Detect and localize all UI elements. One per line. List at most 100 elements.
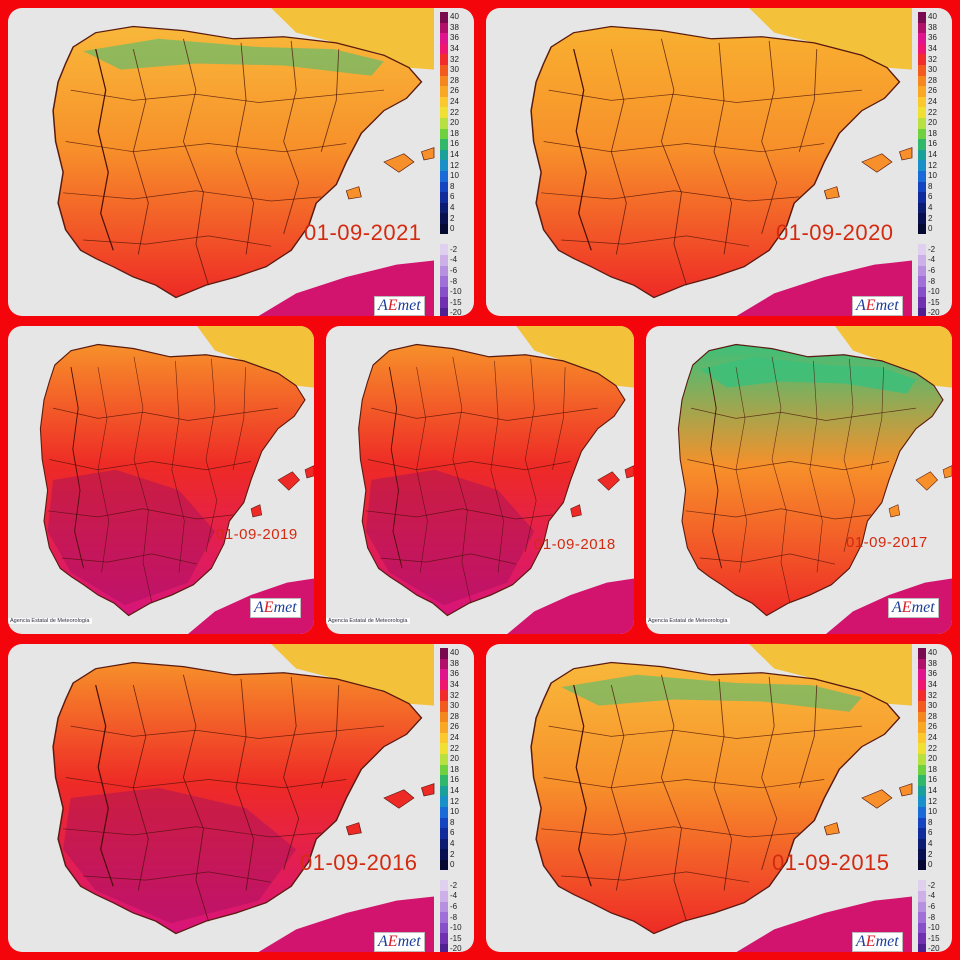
legend-label: 36 [450,669,459,679]
legend-label: 18 [928,128,937,138]
legend-label: 16 [450,139,459,149]
map-canvas [52,644,435,952]
france-region [271,8,434,70]
legend-label: 2 [450,213,455,223]
legend-label: 14 [928,786,937,796]
legend-label: 28 [450,75,459,85]
legend-label: -6 [928,265,936,275]
date-label: 01-09-2020 [776,220,894,245]
legend-label: 4 [928,838,933,848]
legend-label: -10 [450,287,462,297]
legend-label: 40 [928,648,937,658]
balearic-islands [823,147,913,200]
legend-label: 20 [928,754,937,764]
legend-label: 40 [450,12,459,22]
legend-label: 16 [928,775,937,785]
agency-caption: Agencia Estatal de Meteorología [326,618,410,624]
legend-label: -10 [450,923,462,933]
map-panel-2018: 01-09-2018 Agencia Estatal de Meteorologí… [326,326,634,634]
legend-label: -20 [450,944,462,952]
france-region [749,8,912,70]
legend-label: 38 [928,22,937,32]
legend-label: 22 [450,107,459,117]
legend-label: 38 [928,658,937,668]
temperature-legend: 40 38 36 34 32 30 28 26 24 22 20 18 16 14 12 10 8 6 4 2 0 -2-… [918,12,948,316]
legend-label: 22 [928,743,937,753]
legend-label: 26 [928,86,937,96]
map-panel-2015: 40 38 36 34 32 30 28 26 24 22 20 18 16 14 12 10 8 6 4 2 0 -2-… [486,644,952,952]
legend-label: 6 [928,192,933,202]
legend-label: 26 [450,86,459,96]
map-panel-2020: 40 38 36 34 32 30 28 26 24 22 20 18 16 14 12 10 8 6 4 2 0 -2-… [486,8,952,316]
cantabrian-cool-band [83,38,384,76]
date-label: 01-09-2018 [534,536,616,553]
legend-label: 24 [928,97,937,107]
legend-label: 38 [450,658,459,668]
legend-label: 6 [928,828,933,838]
legend-label: 34 [928,44,937,54]
aemet-logo: AEmet [374,932,425,952]
legend-label: 0 [928,860,933,870]
balearic-islands [250,465,314,518]
legend-label: 40 [450,648,459,658]
legend-label: -4 [928,255,936,265]
legend-label: 24 [928,733,937,743]
legend-label: -20 [928,944,940,952]
legend-label: 12 [450,796,459,806]
legend-label: 30 [450,701,459,711]
iberian-peninsula [52,25,423,299]
legend-label: 8 [928,181,933,191]
legend-label: -20 [450,308,462,316]
legend-label: 18 [450,764,459,774]
legend-label: 2 [928,213,933,223]
legend-label: 6 [450,192,455,202]
map-panel-2019: 01-09-2019 AEmet Agencia Estatal de Meteor… [8,326,314,634]
legend-label: 6 [450,828,455,838]
legend-label: -4 [928,891,936,901]
legend-label: -15 [450,933,462,943]
legend-label: 10 [450,171,459,181]
legend-label: 2 [928,849,933,859]
aemet-logo: AEmet [852,296,903,316]
balearic-islands [345,783,435,836]
legend-label: -15 [928,933,940,943]
legend-label: 12 [928,796,937,806]
legend-label: 30 [450,65,459,75]
france-region [516,326,634,388]
date-label: 01-09-2017 [846,534,928,551]
temperature-legend: 40 38 36 34 32 30 28 26 24 22 20 18 16 14 12 10 8 6 4 2 0 -2-… [440,12,470,316]
legend-label: 0 [450,224,455,234]
map-canvas [530,8,913,316]
temperature-legend: 40 38 36 34 32 30 28 26 24 22 20 18 16 14 12 10 8 6 4 2 0 -2-… [918,648,948,952]
legend-label: 0 [928,224,933,234]
balearic-islands [823,783,913,836]
legend-label: 34 [450,680,459,690]
legend-label: 30 [928,65,937,75]
date-label: 01-09-2016 [300,850,418,875]
aemet-logo: AEmet [250,598,301,618]
legend-label: 12 [928,160,937,170]
legend-label: 36 [450,33,459,43]
legend-label: 12 [450,160,459,170]
legend-label: 38 [450,22,459,32]
legend-label: -15 [928,297,940,307]
map-canvas [39,326,314,634]
legend-label: 22 [928,107,937,117]
legend-label: 28 [928,75,937,85]
legend-label: 10 [450,807,459,817]
france-region [749,644,912,706]
date-label: 01-09-2015 [772,850,890,875]
map-panel-2016: 40 38 36 34 32 30 28 26 24 22 20 18 16 14 12 10 8 6 4 2 0 -2-… [8,644,474,952]
legend-label: 20 [450,754,459,764]
extreme-heat-zone [365,469,535,606]
aemet-logo: AEmet [852,932,903,952]
iberian-peninsula [530,25,901,299]
legend-label: 8 [450,181,455,191]
legend-label: -6 [450,901,458,911]
legend-label: 32 [450,54,459,64]
legend-label: 32 [928,690,937,700]
iberian-peninsula [358,343,626,617]
legend-label: 34 [450,44,459,54]
legend-label: 24 [450,733,459,743]
balearic-islands [888,465,952,518]
